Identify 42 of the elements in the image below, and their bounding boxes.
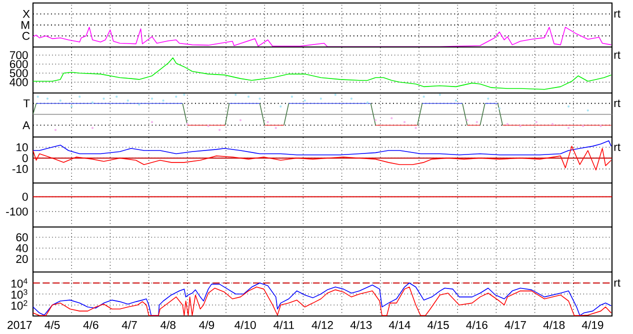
x-tick-label: 4/14	[388, 320, 410, 330]
y-tick-label: -100	[6, 208, 28, 216]
x-tick-label: 4/16	[466, 320, 488, 330]
x-tick-label: 4/5	[44, 320, 60, 330]
y-tick-label: 10$^{3}$	[11, 289, 28, 299]
y-tick-label: 60	[16, 233, 28, 242]
line-series	[33, 57, 612, 90]
x-tick-label: 4/7	[122, 320, 137, 330]
x-tick-label: 4/13	[350, 320, 372, 330]
y-tick-label: 500	[10, 69, 28, 78]
y-tick-label: 10	[16, 143, 28, 152]
text: rt	[614, 10, 620, 18]
x-axis-title: 2017	[8, 320, 32, 329]
text: rt	[614, 100, 620, 108]
x-tick-label: 4/15	[428, 320, 449, 330]
y-tick-label: 40	[16, 244, 28, 252]
y-tick-label: 20	[16, 254, 28, 263]
ref-line-label: M	[22, 21, 30, 29]
ref-line-label: A	[22, 121, 30, 130]
y-tick-label: 700	[10, 51, 28, 60]
x-tick-label: 4/9	[199, 320, 214, 330]
x-tick-label: 4/18	[543, 320, 565, 330]
y-tick-label: 600	[10, 60, 28, 68]
x-tick-label: 4/6	[83, 320, 98, 330]
x-tick-label: 4/11	[274, 320, 294, 330]
ref-line-label: T	[23, 99, 30, 108]
text: rt	[614, 51, 620, 59]
x-tick-label: 4/19	[582, 320, 604, 330]
y-tick-label: 0	[22, 154, 28, 162]
x-tick-label: 4/12	[312, 320, 333, 330]
y-tick-label: 10$^{2}$	[11, 300, 28, 310]
y-tick-label: 0	[22, 192, 28, 201]
y-tick-label: -10	[12, 164, 28, 173]
y-tick-label: 10$^{4}$	[11, 278, 28, 288]
ref-line-label: C	[22, 32, 30, 40]
x-tick-label: 4/17	[504, 320, 526, 330]
text: rt	[614, 144, 620, 151]
x-tick-label: 4/8	[160, 320, 176, 330]
y-tick-label: 400	[10, 78, 28, 86]
ref-line-label: X	[22, 10, 30, 18]
text: rt	[614, 279, 620, 287]
x-tick-label: 4/10	[234, 320, 256, 330]
